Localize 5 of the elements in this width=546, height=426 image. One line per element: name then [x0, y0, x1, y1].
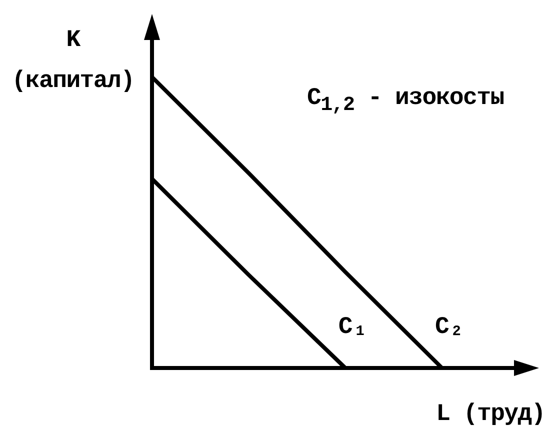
y-axis-title: K (капитал) [10, 26, 136, 97]
series-label: C₂ [435, 314, 464, 341]
x-axis-title: L (труд) [436, 401, 545, 426]
annotation: C$_{1,2}$ - изокосты [307, 85, 504, 119]
series-label: C₁ [338, 314, 368, 341]
